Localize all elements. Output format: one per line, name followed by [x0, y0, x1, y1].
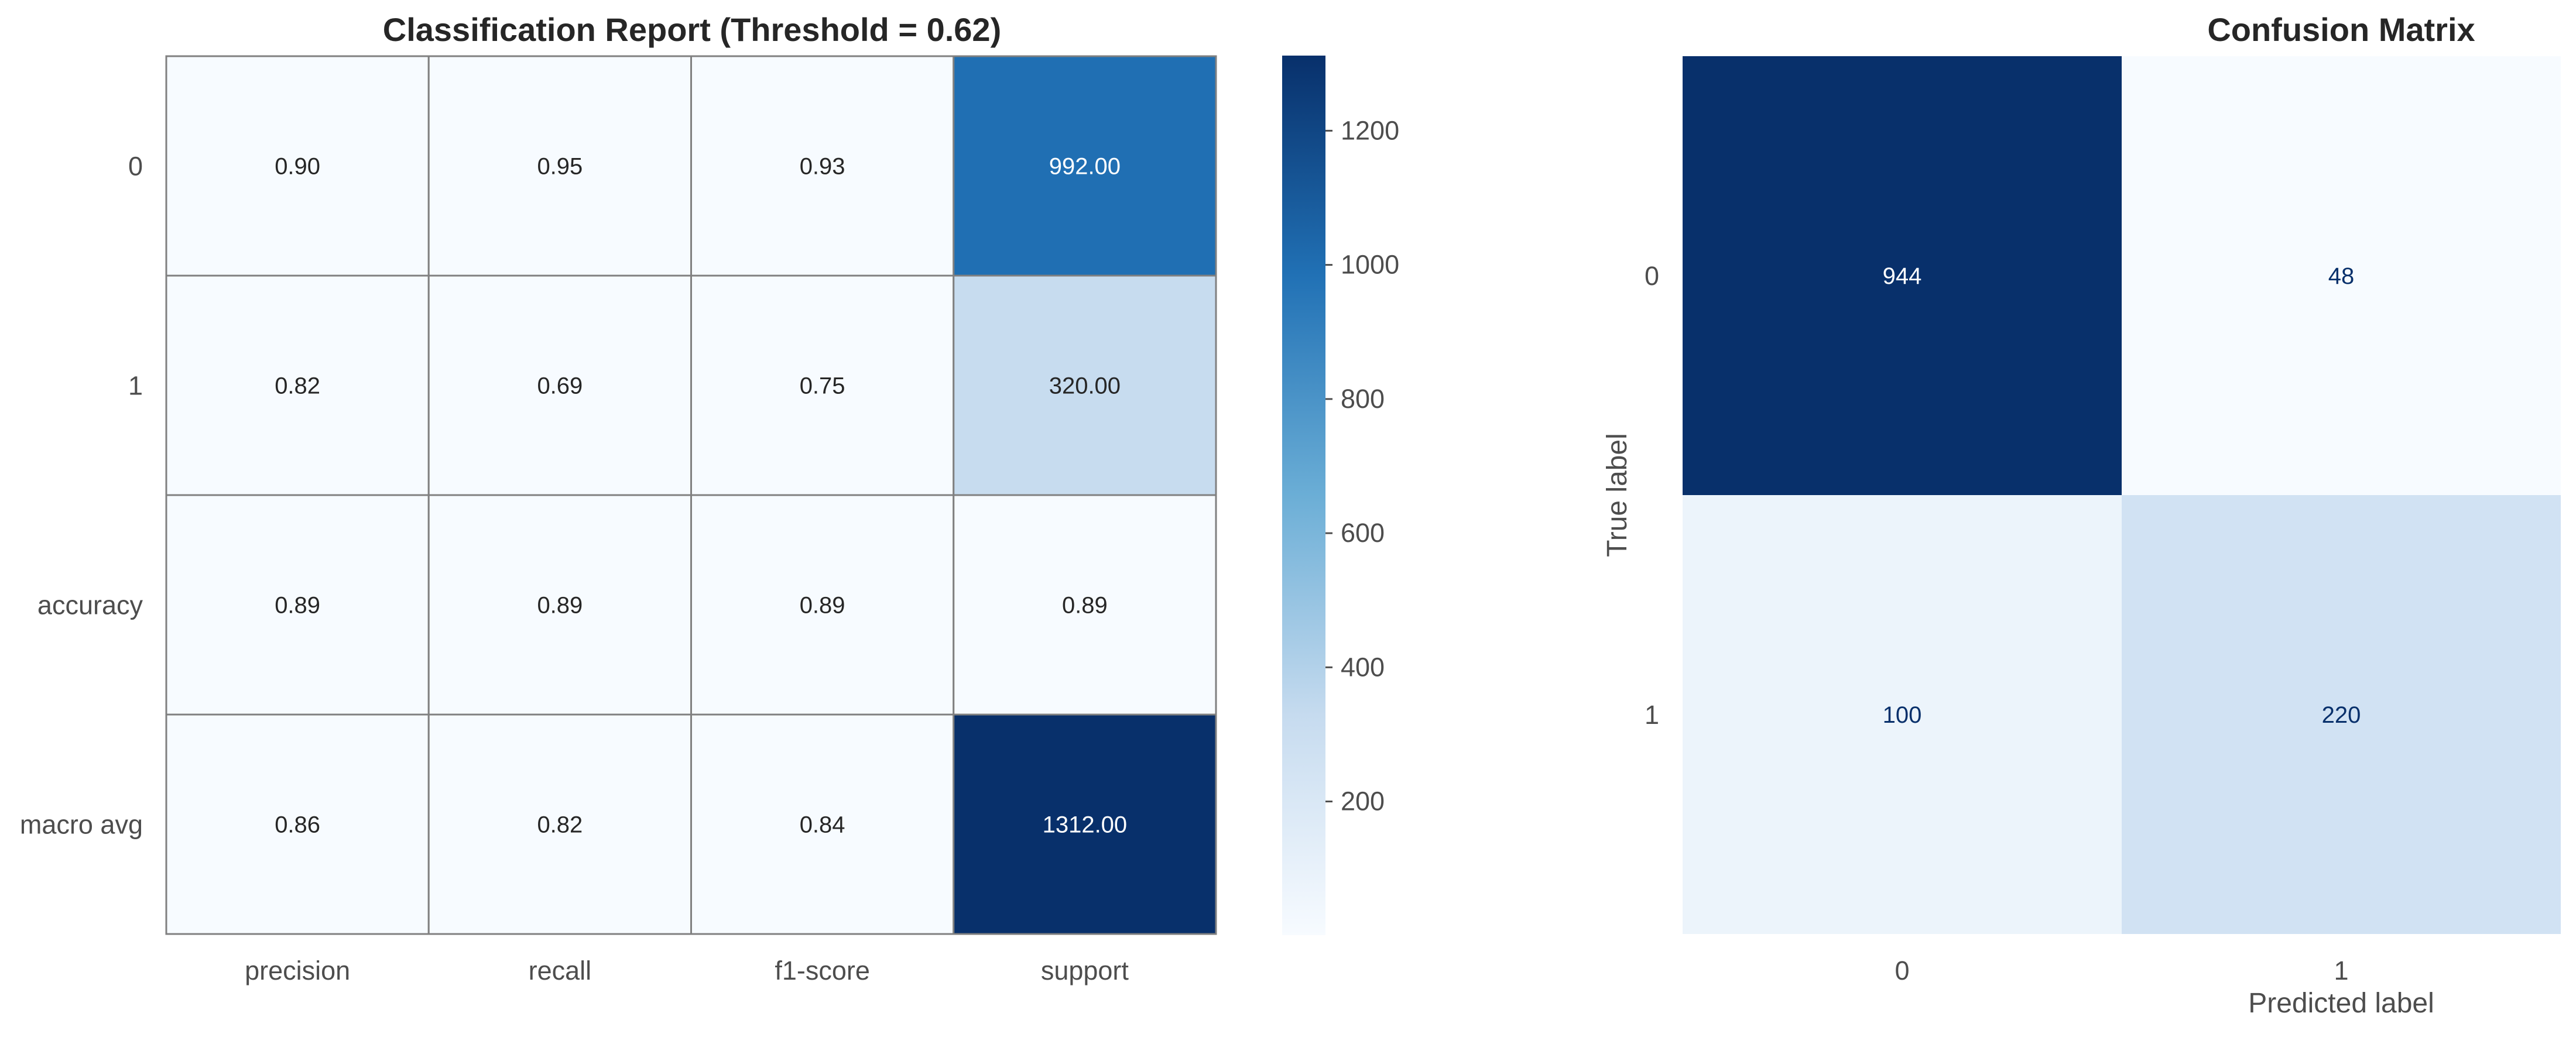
- report-col-label: precision: [245, 956, 350, 986]
- report-cell: [953, 494, 1217, 716]
- confusion-matrix-cell: [1683, 56, 2122, 495]
- confusion-matrix-col-label: 0: [1895, 956, 1909, 986]
- confusion-matrix-cell: [1683, 495, 2122, 934]
- report-cell-label: 320.00: [1049, 373, 1121, 399]
- colorbar-tick-label: 400: [1341, 652, 1385, 682]
- report-cell-label: 0.82: [275, 373, 320, 399]
- colorbar-tick-label: 800: [1341, 384, 1385, 414]
- confusion-matrix-cell-label: 48: [2328, 263, 2355, 289]
- confusion-matrix-cell: [2122, 56, 2561, 495]
- colorbar-tick-label: 1200: [1341, 115, 1399, 145]
- report-cell: [165, 274, 430, 496]
- report-col-label: support: [1041, 956, 1129, 986]
- confusion-matrix-row-label: 1: [1645, 700, 1659, 730]
- report-cell-label: 0.90: [275, 154, 320, 180]
- report-col-label: f1-score: [775, 956, 870, 986]
- classification-report-panel: Classification Report (Threshold = 0.62)…: [20, 11, 1217, 986]
- report-row-label: 1: [128, 371, 143, 401]
- confusion-matrix-cell-label: 100: [1883, 702, 1922, 728]
- colorbar-tick-label: 600: [1341, 518, 1385, 548]
- classification-report-row-labels: 0 1 accuracy macro avg: [20, 152, 143, 840]
- classification-report-col-labels: precision recall f1-score support: [245, 956, 1129, 986]
- report-cell-label: 0.89: [275, 593, 320, 619]
- report-cell: [165, 713, 430, 935]
- report-cell: [953, 713, 1217, 935]
- confusion-matrix-cell-label: 944: [1883, 263, 1922, 289]
- report-row-label: accuracy: [37, 590, 143, 620]
- report-cell: [427, 713, 692, 935]
- colorbar-gradient: [1282, 56, 1325, 935]
- report-cell: [427, 274, 692, 496]
- confusion-matrix-xlabel: Predicted label: [2248, 988, 2434, 1019]
- confusion-matrix-col-label: 1: [2334, 956, 2348, 986]
- report-cell: [427, 55, 692, 277]
- confusion-matrix-row-labels: 01: [1645, 261, 1659, 730]
- report-cell-label: 0.86: [275, 812, 320, 838]
- colorbar-ticks: 200 400 600 800 1000 1200: [1325, 115, 1399, 816]
- report-cell: [690, 713, 955, 935]
- report-cell-label: 0.84: [800, 812, 845, 838]
- confusion-matrix-title: Confusion Matrix: [2207, 11, 2475, 48]
- report-row-label: macro avg: [20, 810, 143, 840]
- report-col-label: recall: [529, 956, 592, 986]
- colorbar: 200 400 600 800 1000 1200: [1282, 56, 1399, 935]
- report-cell: [690, 55, 955, 277]
- report-cell-label: 1312.00: [1043, 812, 1128, 838]
- report-cell: [953, 274, 1217, 496]
- report-cell-label: 0.89: [537, 593, 583, 619]
- confusion-matrix-row-label: 0: [1645, 261, 1659, 291]
- report-cell: [953, 55, 1217, 277]
- report-cell-label: 992.00: [1049, 154, 1121, 180]
- colorbar-tick-label: 1000: [1341, 250, 1399, 280]
- confusion-matrix-cell: [2122, 495, 2561, 934]
- confusion-matrix-ylabel: True label: [1602, 433, 1633, 557]
- report-cell-label: 0.75: [800, 373, 845, 399]
- confusion-matrix-cell-label: 220: [2322, 702, 2361, 728]
- report-cell-label: 0.82: [537, 812, 583, 838]
- colorbar-tick-label: 200: [1341, 787, 1385, 816]
- classification-report-cells: 0.90 0.95 0.93 992.00 0.82 0.69 0.75 320.00 0.89…: [165, 55, 1217, 935]
- report-cell: [165, 55, 430, 277]
- report-row-label: 0: [128, 152, 143, 181]
- report-cell-label: 0.95: [537, 154, 583, 180]
- report-cell-label: 0.69: [537, 373, 583, 399]
- report-cell-label: 0.89: [1062, 593, 1108, 619]
- report-cell-label: 0.89: [800, 593, 845, 619]
- report-cell-label: 0.93: [800, 154, 845, 180]
- classification-report-title: Classification Report (Threshold = 0.62): [383, 11, 1001, 48]
- confusion-matrix-cells: 944 48 100 220: [1683, 56, 2561, 934]
- report-cell: [427, 494, 692, 716]
